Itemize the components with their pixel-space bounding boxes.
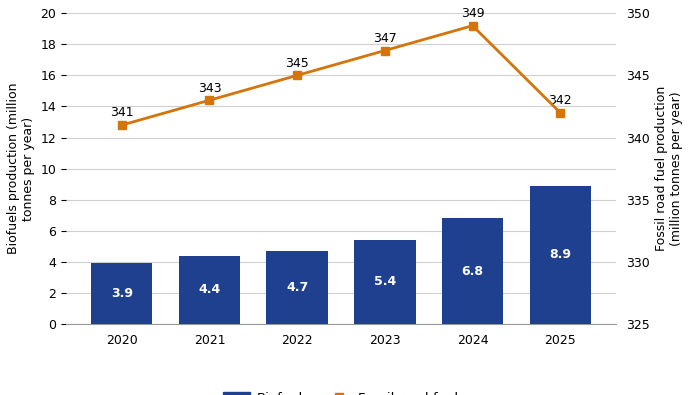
Y-axis label: Fossil road fuel production
(million tonnes per year): Fossil road fuel production (million ton…	[655, 86, 683, 251]
Text: 3.9: 3.9	[111, 287, 132, 300]
Text: 4.4: 4.4	[198, 283, 221, 296]
Bar	[91, 263, 152, 324]
Text: 342: 342	[549, 94, 572, 107]
Text: 6.8: 6.8	[462, 265, 484, 278]
Text: 347: 347	[373, 32, 397, 45]
Bar	[442, 218, 503, 324]
Text: 345: 345	[285, 57, 309, 70]
Legend: Biofuels, Fossil road fuel: Biofuels, Fossil road fuel	[218, 386, 464, 395]
Bar	[529, 186, 591, 324]
Text: 341: 341	[110, 107, 134, 120]
Text: 8.9: 8.9	[549, 248, 571, 261]
Text: 5.4: 5.4	[374, 275, 396, 288]
Text: 4.7: 4.7	[286, 281, 308, 294]
Text: 349: 349	[461, 7, 484, 20]
Bar	[354, 240, 415, 324]
Y-axis label: Biofuels production (million
tonnes per year): Biofuels production (million tonnes per …	[7, 83, 35, 254]
Bar	[179, 256, 240, 324]
Text: 343: 343	[197, 82, 221, 95]
Bar	[266, 251, 328, 324]
